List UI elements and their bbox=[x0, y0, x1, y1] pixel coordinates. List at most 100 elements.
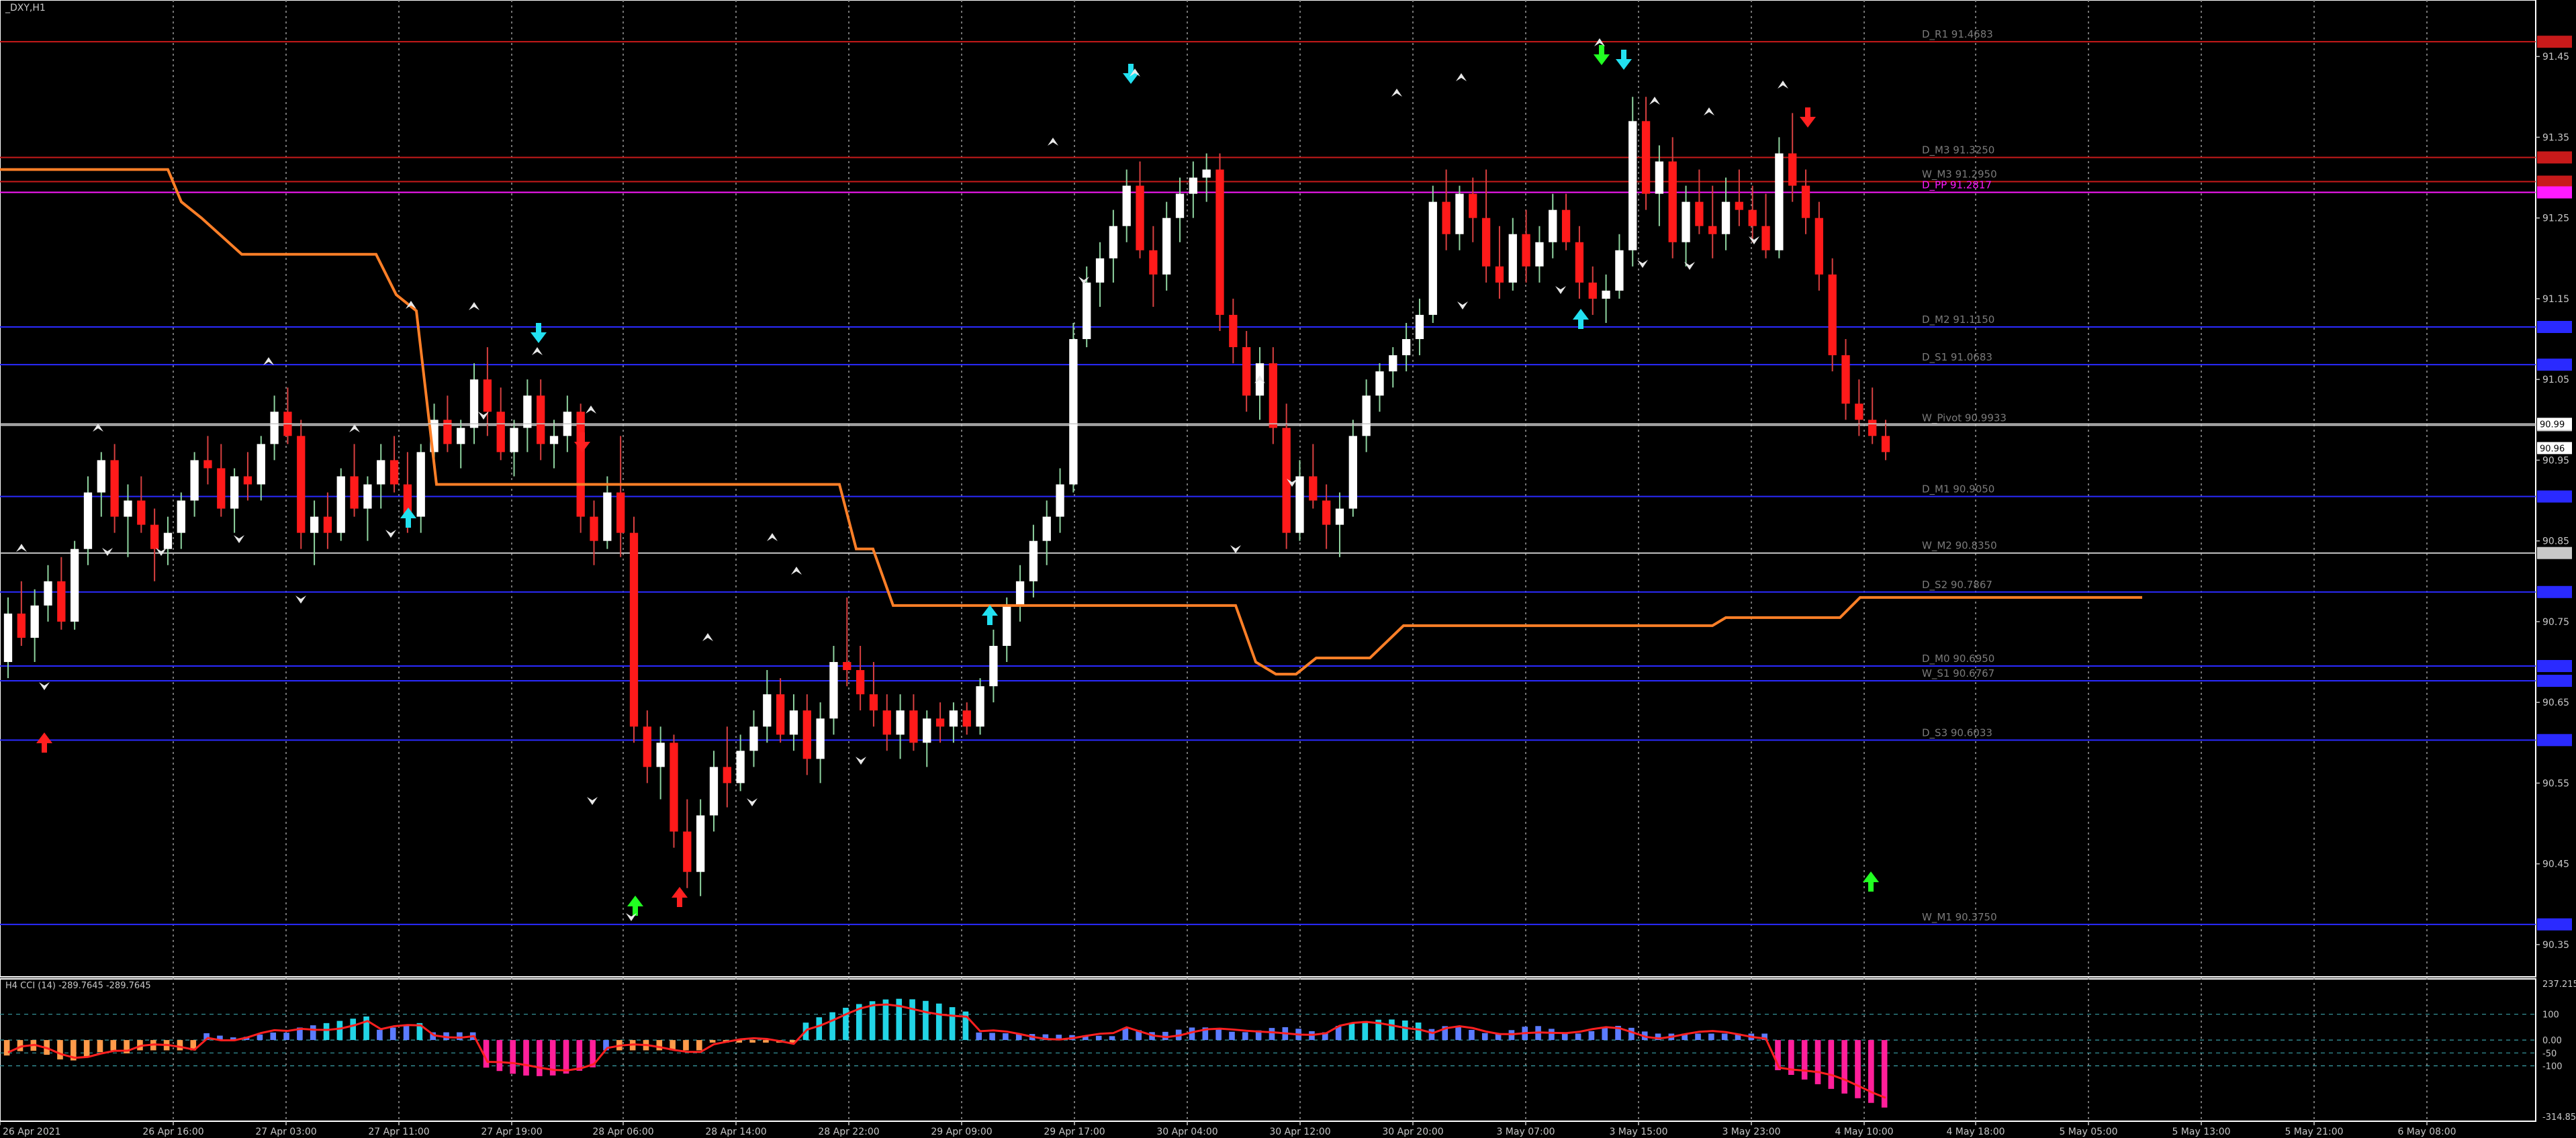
fractal-up-marker bbox=[263, 357, 274, 365]
fractal-up-marker bbox=[406, 301, 416, 309]
level-label: D_PP 91.2817 bbox=[1922, 179, 1992, 192]
candle-body bbox=[723, 767, 731, 784]
cci-histogram-bar bbox=[110, 1040, 117, 1051]
fractal-up-marker bbox=[1130, 68, 1140, 77]
candle-body bbox=[576, 412, 585, 517]
candle-body bbox=[483, 379, 492, 412]
fractal-down-marker bbox=[1230, 545, 1241, 553]
level-label: W_M2 90.8350 bbox=[1922, 540, 1997, 553]
candle-body bbox=[1481, 218, 1491, 267]
candle-body bbox=[1655, 161, 1664, 194]
candle-body bbox=[1401, 339, 1411, 356]
time-axis-label: 4 May 18:00 bbox=[1946, 1127, 2005, 1137]
fractal-down-marker bbox=[1637, 260, 1648, 268]
candle-body bbox=[1495, 266, 1504, 283]
cci-histogram-bar bbox=[177, 1040, 183, 1051]
level-label: D_S1 91.0683 bbox=[1922, 351, 1992, 364]
time-axis-label: 3 May 07:00 bbox=[1496, 1127, 1555, 1137]
fractal-down-marker bbox=[295, 596, 306, 604]
cci-histogram-bar bbox=[962, 1011, 969, 1041]
cci-histogram-bar bbox=[310, 1025, 316, 1041]
price-axis-label: 90.85 bbox=[2542, 536, 2569, 547]
cci-histogram-bar bbox=[816, 1017, 823, 1041]
cci-histogram-bar bbox=[1015, 1033, 1022, 1041]
candle-body bbox=[83, 492, 93, 549]
time-axis-label: 4 May 10:00 bbox=[1835, 1127, 1893, 1137]
fractal-down-marker bbox=[626, 913, 637, 921]
cci-histogram-bar bbox=[1855, 1040, 1861, 1098]
candle-body bbox=[336, 476, 345, 533]
level-price-tag bbox=[2537, 660, 2572, 673]
cci-histogram-bar bbox=[1189, 1027, 1195, 1041]
cci-histogram-bar bbox=[1229, 1031, 1235, 1041]
candle-body bbox=[389, 460, 399, 485]
cci-histogram-bar bbox=[1056, 1035, 1062, 1041]
candle-body bbox=[683, 831, 692, 872]
price-axis-label: 90.65 bbox=[2542, 698, 2569, 708]
cci-histogram-bar bbox=[1881, 1040, 1888, 1108]
red-down-arrow bbox=[1800, 107, 1816, 128]
cci-histogram-bar bbox=[190, 1040, 197, 1051]
cci-histogram-bar bbox=[1442, 1026, 1448, 1041]
candle-body bbox=[110, 460, 119, 517]
level-label: W_M3 91.2950 bbox=[1922, 169, 1997, 181]
candle-body bbox=[896, 710, 905, 735]
cci-histogram-bar bbox=[430, 1032, 436, 1041]
cci-histogram-bar bbox=[1682, 1033, 1688, 1041]
cci-histogram-bar bbox=[549, 1040, 556, 1076]
cci-histogram-bar bbox=[1695, 1033, 1701, 1041]
candle-body bbox=[776, 694, 785, 735]
candle-body bbox=[1615, 250, 1624, 291]
candle-body bbox=[257, 444, 265, 485]
time-axis-label: 3 May 23:00 bbox=[1722, 1127, 1780, 1137]
cci-histogram-bar bbox=[1389, 1019, 1395, 1041]
candle-body bbox=[1841, 355, 1850, 404]
cci-histogram-bar bbox=[3, 1040, 10, 1056]
cci-histogram-bar bbox=[1721, 1033, 1728, 1041]
symbol-label: _DXY,H1 bbox=[5, 3, 46, 13]
fractal-down-marker bbox=[39, 682, 50, 690]
cci-histogram-bar bbox=[1602, 1027, 1608, 1041]
candle-body bbox=[350, 476, 359, 509]
candle-body bbox=[1389, 355, 1397, 372]
cci-histogram-bar bbox=[1335, 1026, 1342, 1041]
candle-body bbox=[1282, 428, 1291, 533]
cci-histogram-bar bbox=[909, 999, 915, 1041]
level-label: D_M3 91.3250 bbox=[1922, 144, 1994, 156]
cci-histogram-bar bbox=[1215, 1029, 1222, 1041]
candle-body bbox=[590, 516, 598, 541]
cci-histogram-bar bbox=[1109, 1036, 1115, 1041]
cci-histogram-bar bbox=[203, 1033, 210, 1041]
candle-body bbox=[816, 718, 825, 759]
candle-body bbox=[1695, 201, 1704, 226]
candle-body bbox=[1735, 201, 1744, 210]
fractal-up-marker bbox=[16, 544, 27, 552]
cci-histogram-bar bbox=[789, 1040, 796, 1043]
candle-body bbox=[802, 710, 811, 759]
level-label: D_R1 91.4683 bbox=[1922, 28, 1993, 41]
fractal-down-marker bbox=[1287, 479, 1297, 487]
candle-body bbox=[1149, 250, 1158, 275]
level-label: D_M2 91.1150 bbox=[1922, 314, 1994, 326]
cci-histogram-bar bbox=[363, 1016, 369, 1041]
candle-body bbox=[616, 492, 625, 533]
candle-body bbox=[3, 613, 13, 663]
candle-body bbox=[1056, 484, 1064, 517]
candle-body bbox=[217, 468, 226, 509]
candle-body bbox=[1348, 436, 1357, 509]
candle-body bbox=[1122, 185, 1131, 226]
candle-body bbox=[763, 694, 772, 727]
cci-histogram-bar bbox=[869, 1001, 876, 1041]
fractal-down-marker bbox=[1555, 286, 1566, 294]
candle-body bbox=[1508, 234, 1517, 283]
candle-body bbox=[949, 710, 958, 727]
cci-histogram-bar bbox=[1255, 1030, 1262, 1041]
candle-body bbox=[44, 581, 52, 606]
level-price-tag bbox=[2537, 359, 2572, 371]
candle-body bbox=[1269, 363, 1277, 428]
candle-body bbox=[1721, 201, 1731, 234]
candle-body bbox=[1309, 476, 1318, 501]
candle-body bbox=[1322, 500, 1331, 525]
fractal-up-marker bbox=[1391, 89, 1402, 97]
